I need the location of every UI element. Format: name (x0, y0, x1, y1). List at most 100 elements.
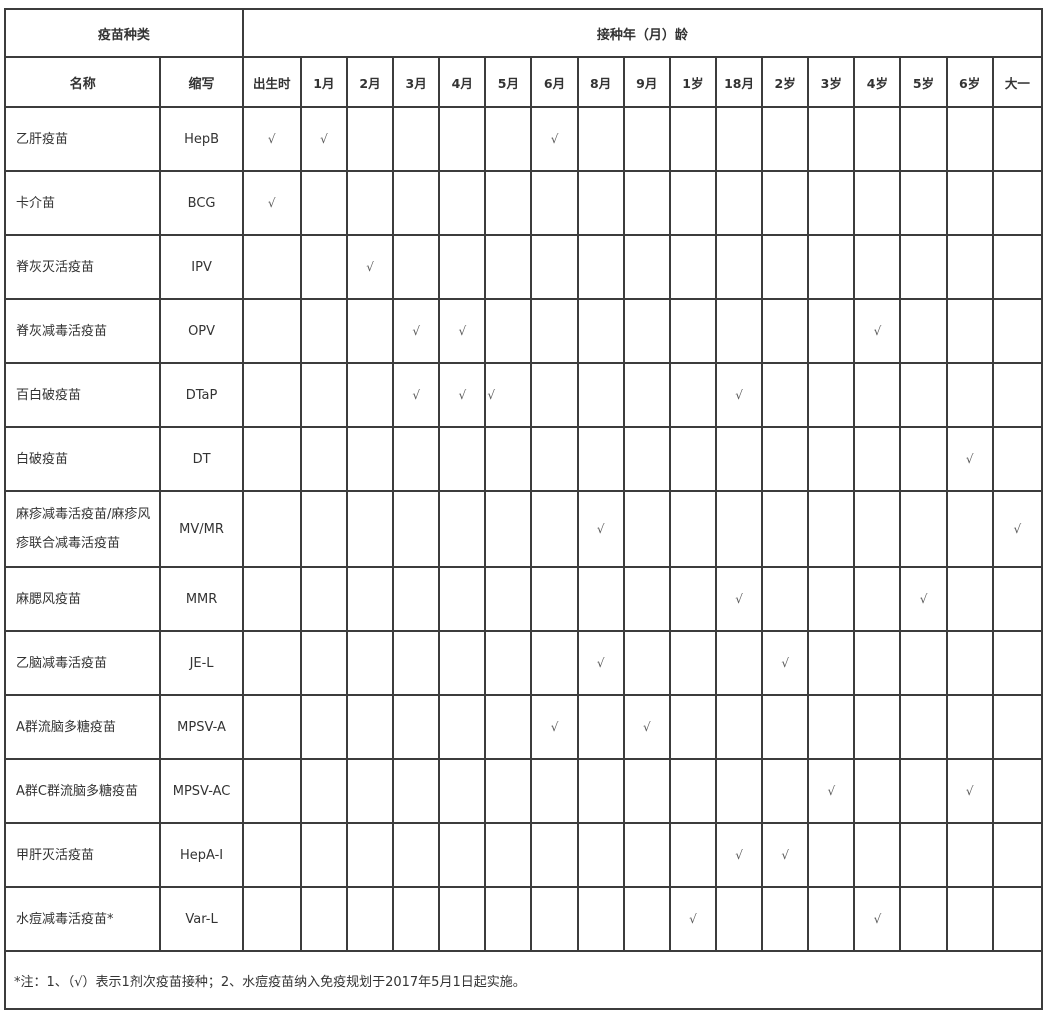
vaccine-name-cell: A群C群流脑多糖疫苗 (3, 758, 162, 824)
vaccine-abbr-cell: BCG (159, 170, 244, 236)
dose-empty-cell (576, 362, 625, 428)
vaccine-abbr-cell: IPV (159, 234, 244, 300)
dose-empty-cell (576, 822, 625, 888)
dose-check-cell: √ (945, 758, 994, 824)
dose-empty-cell (345, 886, 395, 952)
dose-empty-cell (484, 758, 533, 824)
dose-empty-cell (241, 234, 302, 300)
dose-empty-cell (345, 758, 395, 824)
vaccine-abbr-cell: MV/MR (159, 490, 244, 568)
dose-empty-cell (392, 886, 441, 952)
dose-empty-cell (622, 490, 671, 568)
dose-empty-cell (622, 758, 671, 824)
dose-empty-cell (899, 234, 948, 300)
dose-check-cell: √ (853, 886, 902, 952)
table-row: 麻疹减毒活疫苗/麻疹风疹联合减毒活疫苗 MV/MR √ √ (3, 490, 1044, 568)
vaccine-name-cell: 卡介苗 (3, 170, 162, 236)
dose-empty-cell (392, 234, 441, 300)
dose-empty-cell (299, 694, 348, 760)
vaccine-name-cell: 白破疫苗 (3, 426, 162, 492)
vaccine-name-cell: 乙肝疫苗 (3, 106, 162, 172)
dose-empty-cell (345, 298, 395, 364)
dose-empty-cell (714, 694, 764, 760)
dose-check-cell: √ (899, 566, 948, 632)
vaccine-name-cell: 百白破疫苗 (3, 362, 162, 428)
vaccine-name-cell: 麻疹减毒活疫苗/麻疹风疹联合减毒活疫苗 (3, 490, 162, 568)
dose-empty-cell (714, 426, 764, 492)
dose-empty-cell (761, 490, 810, 568)
dose-empty-cell (945, 886, 994, 952)
dose-empty-cell (945, 170, 994, 236)
dose-empty-cell (807, 694, 856, 760)
dose-empty-cell (484, 694, 533, 760)
dose-empty-cell (668, 362, 717, 428)
dose-empty-cell (853, 362, 902, 428)
vaccine-abbr-cell: MMR (159, 566, 244, 632)
dose-check-cell: √ (714, 566, 764, 632)
table-row: 白破疫苗 DT √ (3, 426, 1044, 492)
dose-empty-cell (438, 694, 487, 760)
vaccine-name-cell: 脊灰灭活疫苗 (3, 234, 162, 300)
dose-empty-cell (807, 234, 856, 300)
dose-empty-cell (241, 426, 302, 492)
dose-empty-cell (576, 566, 625, 632)
dose-empty-cell (991, 630, 1044, 696)
table-row: 水痘减毒活疫苗* Var-L √ √ (3, 886, 1044, 952)
vaccine-name-cell: 甲肝灭活疫苗 (3, 822, 162, 888)
dose-check-cell: √ (622, 694, 671, 760)
dose-empty-cell (945, 566, 994, 632)
dose-empty-cell (899, 490, 948, 568)
header-age-2: 2月 (345, 56, 395, 108)
header-name: 名称 (3, 56, 162, 108)
dose-empty-cell (853, 170, 902, 236)
header-age-15: 6岁 (945, 56, 994, 108)
dose-empty-cell (345, 822, 395, 888)
dose-empty-cell (576, 106, 625, 172)
dose-empty-cell (807, 362, 856, 428)
dose-empty-cell (761, 758, 810, 824)
dose-empty-cell (853, 694, 902, 760)
dose-empty-cell (484, 490, 533, 568)
dose-empty-cell (991, 822, 1044, 888)
dose-check-cell: √ (438, 362, 487, 428)
table-row: 脊灰减毒活疫苗 OPV √ √ √ (3, 298, 1044, 364)
dose-empty-cell (438, 822, 487, 888)
dose-empty-cell (622, 362, 671, 428)
dose-empty-cell (991, 426, 1044, 492)
header-age-9: 1岁 (668, 56, 717, 108)
dose-empty-cell (991, 234, 1044, 300)
dose-check-cell: √ (530, 106, 579, 172)
dose-empty-cell (807, 426, 856, 492)
dose-empty-cell (345, 426, 395, 492)
dose-empty-cell (807, 298, 856, 364)
dose-empty-cell (991, 758, 1044, 824)
vaccination-schedule-table: 疫苗种类 接种年（月）龄 名称 缩写 出生时 1月 2月 3月 4月 5月 6月 8月 9月 1岁… (3, 8, 1044, 1010)
header-vaccine-type: 疫苗种类 (4, 8, 244, 58)
dose-empty-cell (438, 758, 487, 824)
dose-empty-cell (668, 170, 717, 236)
dose-empty-cell (530, 490, 579, 568)
dose-empty-cell (345, 694, 395, 760)
dose-empty-cell (530, 630, 579, 696)
dose-empty-cell (576, 298, 625, 364)
dose-empty-cell (714, 490, 764, 568)
dose-empty-cell (392, 426, 441, 492)
dose-empty-cell (484, 566, 533, 632)
dose-empty-cell (668, 106, 717, 172)
dose-empty-cell (299, 362, 348, 428)
vaccine-name-cell: 脊灰减毒活疫苗 (3, 298, 162, 364)
dose-empty-cell (530, 298, 579, 364)
footnote: *注：1、（√）表示1剂次疫苗接种；2、水痘疫苗纳入免疫规划于2017年5月1日… (4, 950, 1043, 1010)
dose-empty-cell (761, 566, 810, 632)
dose-check-cell: √ (392, 298, 441, 364)
dose-empty-cell (622, 426, 671, 492)
dose-empty-cell (899, 630, 948, 696)
dose-empty-cell (530, 426, 579, 492)
dose-empty-cell (853, 630, 902, 696)
dose-empty-cell (484, 106, 533, 172)
dose-empty-cell (991, 886, 1044, 952)
dose-empty-cell (484, 298, 533, 364)
header-age-4: 4月 (438, 56, 487, 108)
vaccine-abbr-cell: MPSV-AC (159, 758, 244, 824)
dose-empty-cell (484, 234, 533, 300)
